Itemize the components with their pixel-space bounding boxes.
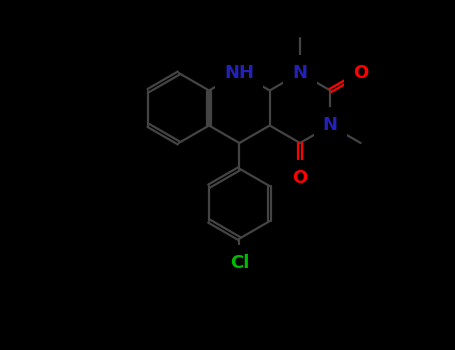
- Text: Cl: Cl: [230, 254, 249, 272]
- Text: O: O: [293, 169, 308, 187]
- Text: N: N: [293, 64, 308, 82]
- Text: NH: NH: [224, 64, 254, 82]
- Text: N: N: [323, 117, 338, 134]
- Text: O: O: [353, 64, 368, 82]
